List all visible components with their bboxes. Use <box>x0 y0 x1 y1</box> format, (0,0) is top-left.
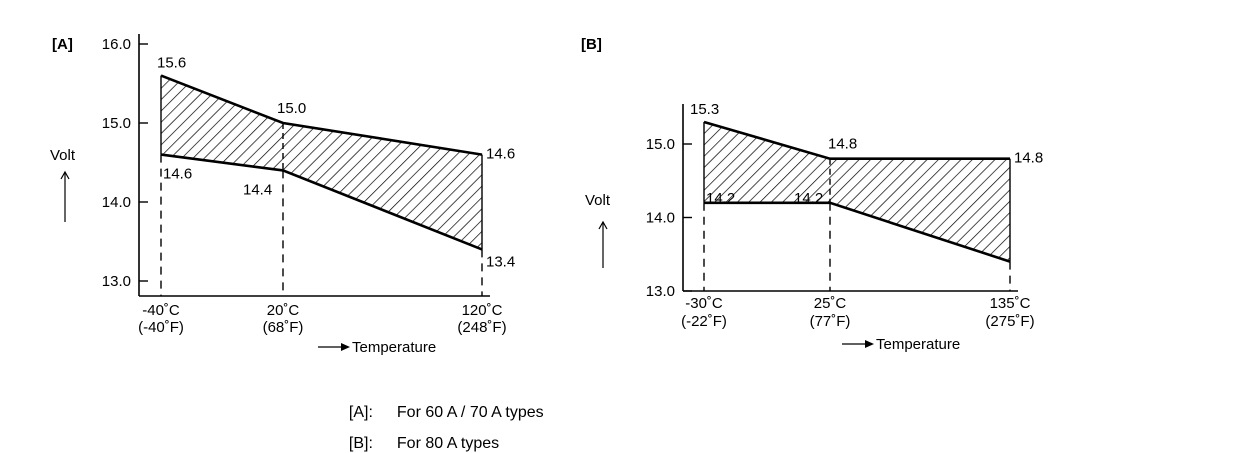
panel-a-x-arrow-head <box>341 343 350 351</box>
panel-a-y-axis-label: Volt <box>50 147 76 164</box>
panel-b-x-tick-label-2: 135˚C <box>990 295 1031 312</box>
panel-b-x-tick-sublabel-2: (275˚F) <box>985 313 1034 330</box>
panel-b-lower-label-0: 14.2 <box>706 190 735 207</box>
panel-a-upper-label-2: 14.6 <box>486 146 515 163</box>
panel-b-y-arrow-head <box>598 220 608 230</box>
panel-b-chart: [B] 15.0 14.0 13.0 Volt 15.3 14.8 14.8 14.2 14.2 -… <box>581 36 1043 353</box>
panel-a-y-arrow-head <box>60 170 70 180</box>
panel-b-upper-label-0: 15.3 <box>690 101 719 118</box>
panel-a-x-tick-label-1: 20˚C <box>267 302 300 319</box>
panel-a-chart: [A] 16.0 15.0 14.0 13.0 Volt 15.6 15.0 14.6 14.6 1… <box>50 34 515 356</box>
panel-a-x-tick-label-2: 120˚C <box>462 302 503 319</box>
panel-a-upper-label-1: 15.0 <box>277 100 306 117</box>
legend-item-a: [A]: For 60 A / 70 A types <box>340 386 544 422</box>
panel-a-x-axis-label: Temperature <box>352 339 436 356</box>
panel-a-x-tick-sublabel-1: (68˚F) <box>263 319 304 336</box>
panel-b-x-tick-label-1: 25˚C <box>814 295 847 312</box>
panel-a-y-tick-label-1: 15.0 <box>102 115 131 132</box>
legend-key-a: [A]: <box>348 404 373 421</box>
panel-a-x-tick-label-0: -40˚C <box>142 302 180 319</box>
legend-text-b: For 80 A types <box>396 435 500 452</box>
panel-a-y-tick-label-0: 16.0 <box>102 36 131 53</box>
panel-a-tag: [A] <box>52 36 73 53</box>
panel-b-x-arrow-head <box>865 340 874 348</box>
panel-a-upper-label-0: 15.6 <box>157 55 186 72</box>
panel-a-lower-label-1: 14.4 <box>243 181 272 198</box>
legend-text-a: For 60 A / 70 A types <box>396 404 544 421</box>
panel-b-x-tick-label-0: -30˚C <box>685 295 723 312</box>
panel-a-voltage-band <box>161 75 482 250</box>
legend-key-b: [B]: <box>348 435 373 452</box>
panel-b-x-axis-label: Temperature <box>876 336 960 353</box>
panel-a-x-tick-sublabel-0: (-40˚F) <box>138 319 184 336</box>
panel-b-tag: [B] <box>581 36 602 53</box>
panel-b-x-tick-sublabel-1: (77˚F) <box>810 313 851 330</box>
panel-b-upper-label-1: 14.8 <box>828 136 857 153</box>
panel-b-upper-label-2: 14.8 <box>1014 150 1043 167</box>
legend-item-b: [B]: For 80 A types <box>340 417 499 453</box>
panel-b-y-tick-label-0: 15.0 <box>646 136 675 153</box>
panel-a-y-tick-label-2: 14.0 <box>102 194 131 211</box>
panel-b-x-tick-sublabel-0: (-22˚F) <box>681 313 727 330</box>
panel-b-voltage-band <box>704 121 1010 262</box>
panel-b-y-tick-label-1: 14.0 <box>646 210 675 227</box>
panel-a-y-tick-label-3: 13.0 <box>102 273 131 290</box>
panel-b-y-tick-label-2: 13.0 <box>646 283 675 300</box>
panel-a-x-tick-sublabel-2: (248˚F) <box>457 319 506 336</box>
panel-b-lower-label-1: 14.2 <box>794 190 823 207</box>
panel-a-lower-label-0: 14.6 <box>163 166 192 183</box>
panel-a-lower-label-2: 13.4 <box>486 253 515 270</box>
panel-b-y-axis-label: Volt <box>585 192 611 209</box>
